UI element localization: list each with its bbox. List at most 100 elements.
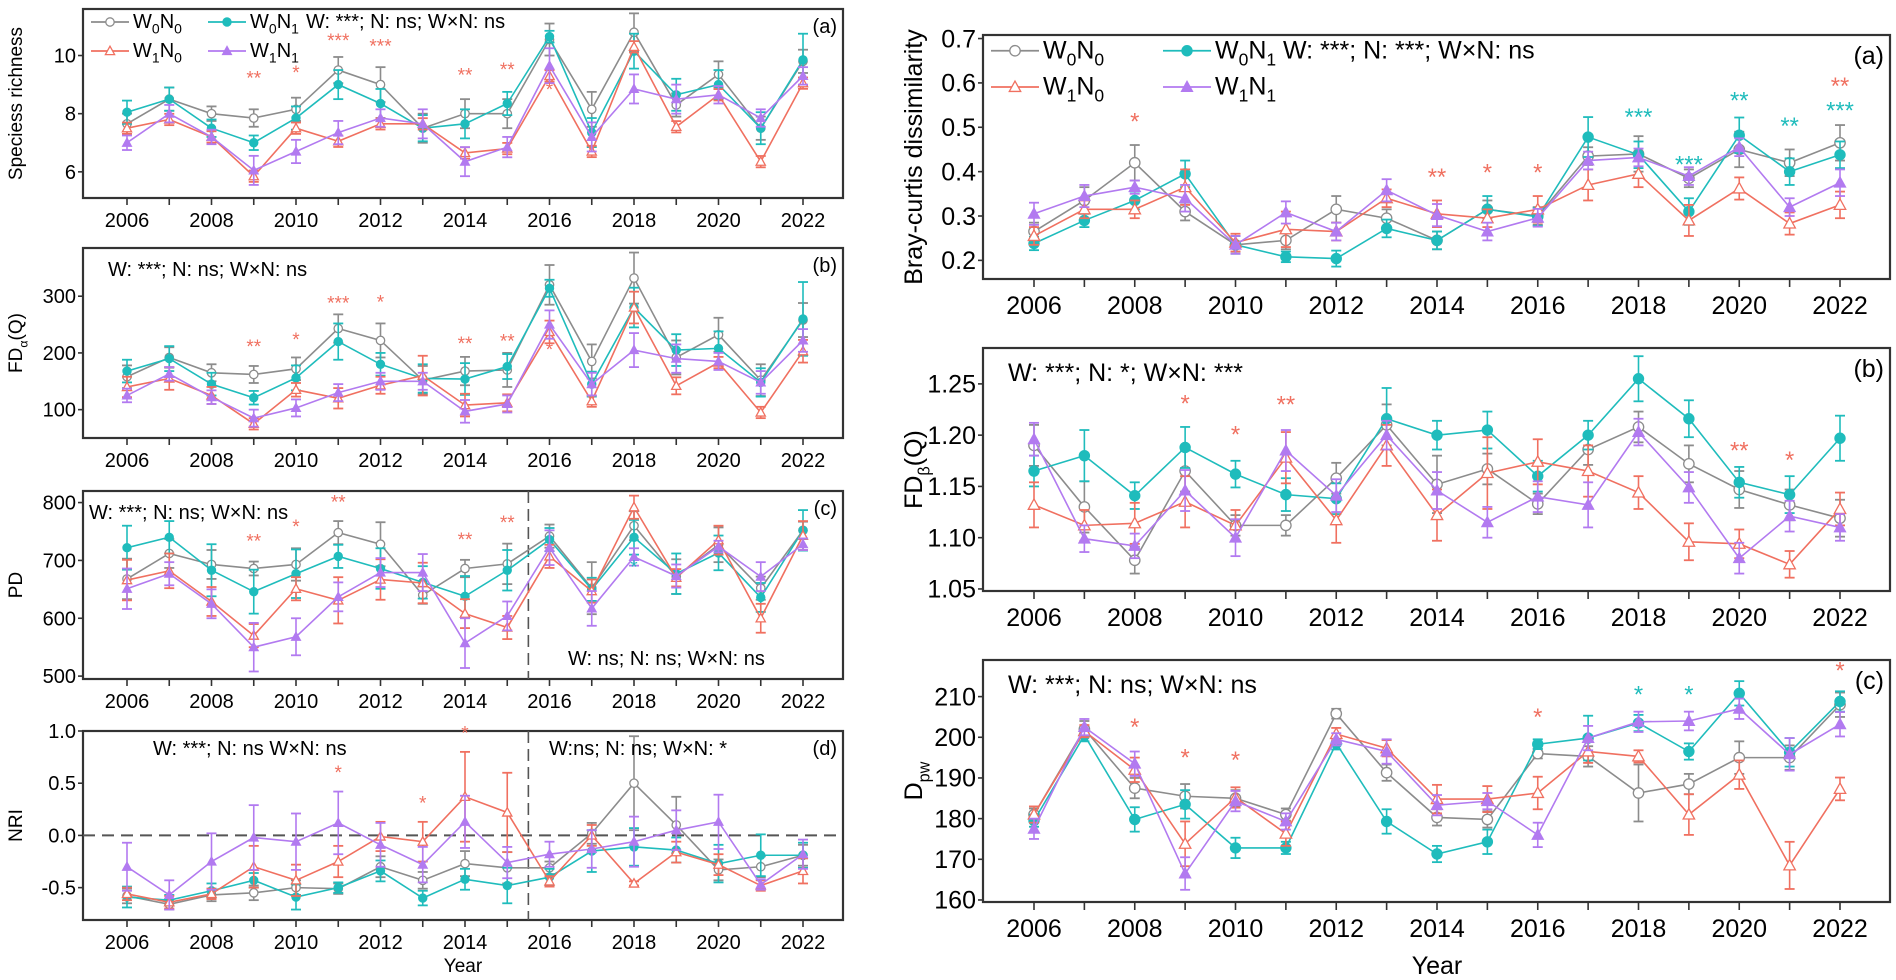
data-point-W0N1-2008 — [206, 565, 217, 575]
legend-item-W0N1: W0N1 — [1163, 36, 1276, 69]
chart-panel-left-b: 100 200 300 2006 2008 2010 2012 2014 2016 2018 202… — [6, 246, 845, 472]
x-axis-label-right: Year — [1412, 952, 1463, 980]
data-point-W1N0-2010 — [290, 582, 302, 594]
y-tick-label: 160 — [934, 887, 976, 915]
data-point-W0N0-2011 — [333, 527, 344, 538]
marker-open-triangle — [1782, 858, 1797, 871]
marker-filled-triangle — [628, 551, 640, 562]
marker-filled-triangle — [163, 107, 175, 118]
marker-filled-triangle — [1732, 551, 1746, 564]
statistics-annotation: W:ns; N: ns; W×N: * — [549, 738, 727, 760]
data-point-W1N1-2016 — [1531, 210, 1545, 223]
data-point-W0N1-2021 — [756, 850, 766, 860]
chart-panel-left-c: 500 600 700 800 2006 2008 2010 2012 2014 2016 2018… — [6, 489, 845, 713]
marker-filled-triangle — [586, 378, 598, 389]
data-point-W1N1-2019 — [670, 570, 682, 581]
marker-filled-triangle — [332, 386, 344, 397]
y-tick-label: 1.0 — [48, 721, 76, 743]
marker-filled-triangle — [163, 567, 175, 578]
marker-filled-circle — [164, 532, 174, 542]
marker-filled-triangle — [459, 155, 471, 166]
data-point-W0N1-2013 — [418, 893, 428, 903]
significance-stars: * — [292, 517, 300, 538]
data-point-W0N1-2007 — [164, 353, 174, 364]
marker-open-triangle — [1480, 465, 1495, 479]
data-point-W1N1-2009 — [248, 641, 260, 652]
data-point-W0N0-2018 — [629, 778, 639, 789]
marker-filled-circle — [1181, 45, 1193, 57]
x-tick-label: 2008 — [189, 691, 234, 713]
marker-filled-triangle — [544, 541, 555, 552]
significance-stars: * — [461, 723, 469, 744]
y-tick-label: 1.10 — [927, 524, 976, 552]
marker-filled-triangle — [1581, 731, 1595, 744]
marker-open-circle — [1330, 203, 1343, 216]
marker-open-triangle — [290, 582, 302, 594]
y-tick-label: 1.20 — [927, 422, 976, 450]
marker-open-triangle — [1631, 485, 1646, 498]
marker-filled-triangle — [248, 164, 260, 175]
legend-item-W0N0: W0N0 — [991, 36, 1104, 69]
data-point-W1N1-2010 — [290, 145, 302, 156]
marker-filled-circle — [249, 393, 259, 403]
data-point-W0N1-2011 — [333, 79, 343, 90]
data-point-W0N1-2009 — [249, 586, 259, 597]
legend-label: W0N0 — [133, 11, 182, 37]
legend: W0N0 W0N1 W1N0 W1N1 — [991, 36, 1276, 106]
y-axis-label: PD — [6, 572, 27, 598]
x-tick-label: 2008 — [1107, 604, 1163, 632]
legend-label: W1N1 — [250, 40, 299, 66]
marker-filled-triangle — [1228, 530, 1243, 543]
marker-open-triangle — [797, 864, 809, 876]
series-W1N1 — [121, 47, 809, 186]
marker-filled-circle — [460, 374, 470, 384]
y-tick-label: 0.5 — [941, 114, 976, 142]
marker-open-triangle — [755, 612, 767, 623]
marker-filled-triangle — [206, 391, 217, 402]
marker-open-circle — [333, 527, 344, 538]
data-point-W1N1-2014 — [459, 405, 471, 416]
data-point-W0N1-2022 — [1834, 695, 1846, 708]
data-point-W0N1-2019 — [1683, 745, 1695, 758]
data-point-W0N1-2014 — [460, 374, 470, 384]
marker-filled-triangle — [1180, 80, 1194, 92]
data-point-W1N0-2022 — [1833, 501, 1847, 515]
legend-item-W0N0: W0N0 — [91, 11, 182, 37]
statistics-annotation: W: ***; N: ns; W×N: ns — [306, 11, 505, 33]
data-point-W1N1-2021 — [1783, 747, 1797, 760]
data-point-W1N0-2021 — [1782, 858, 1797, 871]
significance-stars: * — [1181, 745, 1190, 772]
data-point-W1N1-2021 — [755, 112, 767, 123]
data-point-W0N0-2017 — [586, 356, 597, 367]
data-point-W1N1-2021 — [1783, 200, 1797, 213]
data-point-W1N1-2009 — [1178, 191, 1192, 204]
y-tick-label: 1.05 — [927, 576, 976, 604]
marker-filled-circle — [1380, 222, 1393, 235]
x-tick-label: 2014 — [443, 932, 488, 954]
y-tick-label: 6 — [65, 162, 76, 184]
data-point-W0N1-2008 — [1129, 813, 1141, 826]
marker-filled-triangle — [797, 70, 809, 80]
marker-filled-circle — [1280, 251, 1292, 263]
significance-stars: ** — [246, 69, 261, 90]
significance-stars: ** — [246, 532, 261, 553]
data-point-W1N0-2006 — [121, 887, 133, 899]
marker-filled-triangle — [1128, 180, 1142, 193]
marker-open-circle — [460, 858, 470, 869]
x-tick-label: 2012 — [1308, 915, 1364, 943]
marker-filled-triangle — [163, 368, 175, 379]
data-point-W0N1-2014 — [1431, 848, 1443, 860]
x-tick-label: 2010 — [1208, 292, 1264, 320]
data-point-W1N1-2007 — [163, 889, 175, 900]
data-point-W0N1-2011 — [1280, 488, 1292, 501]
significance-stars: ** — [1277, 392, 1296, 419]
marker-filled-triangle — [501, 856, 513, 867]
data-point-W0N1-2021 — [756, 592, 766, 603]
data-point-W0N1-2021 — [1783, 488, 1796, 501]
marker-open-triangle — [1530, 454, 1545, 467]
data-point-W0N1-2012 — [375, 98, 386, 109]
marker-filled-triangle — [290, 402, 302, 413]
y-axis-label: Speciess richness — [6, 27, 27, 180]
data-point-W1N0-2008 — [205, 887, 218, 899]
